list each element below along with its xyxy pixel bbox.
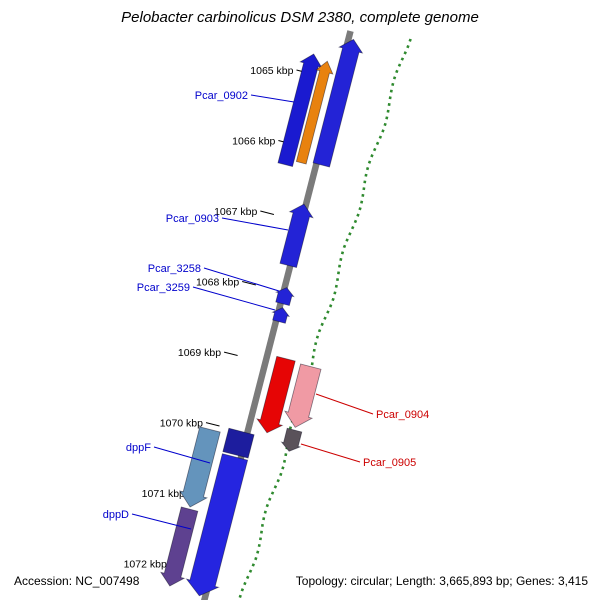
gene-label-Pcar_0904: Pcar_0904 xyxy=(376,409,429,421)
gene-arrow-dppD xyxy=(160,506,199,587)
gene-features xyxy=(160,38,364,597)
leader-line-Pcar_0904 xyxy=(315,393,374,415)
tick-label: 1071 kbp xyxy=(142,488,185,500)
topology-text: Topology: circular; Length: 3,665,893 bp… xyxy=(296,574,589,588)
gene-arrow-dppF xyxy=(178,426,221,508)
gene-label-Pcar_0902: Pcar_0902 xyxy=(195,90,248,102)
leader-line-dppD xyxy=(131,513,192,530)
map-layers: 1065 kbp 1066 kbp 1067 kbp 1068 kbp 1069 kbp… xyxy=(103,30,429,600)
gene-arrow xyxy=(295,60,334,165)
tick-mark xyxy=(223,351,238,356)
leader-line-Pcar_0903 xyxy=(221,217,289,231)
gene-label-Pcar_0905: Pcar_0905 xyxy=(363,457,416,469)
leader-line-Pcar_3258 xyxy=(203,267,280,292)
tick-mark xyxy=(260,210,275,215)
gene-label-Pcar_0903: Pcar_0903 xyxy=(166,213,219,225)
gene-arrow xyxy=(222,427,255,459)
gene-label-dppF: dppF xyxy=(126,442,151,454)
tick-label: 1072 kbp xyxy=(124,559,167,571)
gc-dots-line xyxy=(237,38,412,600)
tick-label: 1066 kbp xyxy=(232,136,275,148)
gene-arrow-Pcar_3259 xyxy=(271,307,291,324)
gc-content-track xyxy=(237,38,412,600)
leader-line-Pcar_0905 xyxy=(300,443,361,463)
tick-label: 1068 kbp xyxy=(196,277,239,289)
gene-label-Pcar_3259: Pcar_3259 xyxy=(137,282,190,294)
gene-label-Pcar_3258: Pcar_3258 xyxy=(148,263,201,275)
leader-line-dppF xyxy=(153,446,211,464)
gene-arrow xyxy=(256,355,296,434)
gene-labels: Pcar_0902 Pcar_0903 Pcar_3258 Pcar_3259 dppF… xyxy=(103,90,429,530)
leader-line-Pcar_0902 xyxy=(250,94,295,103)
gene-arrow-Pcar_0902 xyxy=(277,53,323,167)
map-title: Pelobacter carbinolicus DSM 2380, comple… xyxy=(121,9,479,26)
gene-arrow-Pcar_0903 xyxy=(279,203,314,268)
gene-arrow-Pcar_0904 xyxy=(284,363,322,428)
ruler-ticks: 1065 kbp 1066 kbp 1067 kbp 1068 kbp 1069 kbp… xyxy=(124,65,311,571)
gene-arrow-Pcar_0905 xyxy=(280,427,303,452)
leader-line-Pcar_3259 xyxy=(192,286,276,311)
tick-label: 1067 kbp xyxy=(214,206,257,218)
gene-label-dppD: dppD xyxy=(103,509,129,521)
gene-arrow xyxy=(185,453,249,597)
tick-mark xyxy=(242,281,256,286)
gene-arrow xyxy=(312,38,364,168)
tick-label: 1069 kbp xyxy=(178,347,221,359)
tick-label: 1070 kbp xyxy=(160,418,203,430)
accession-text: Accession: NC_007498 xyxy=(14,574,140,588)
tick-mark xyxy=(205,422,220,427)
tick-label: 1065 kbp xyxy=(250,65,293,77)
gene-arrow-Pcar_3258 xyxy=(275,287,295,306)
